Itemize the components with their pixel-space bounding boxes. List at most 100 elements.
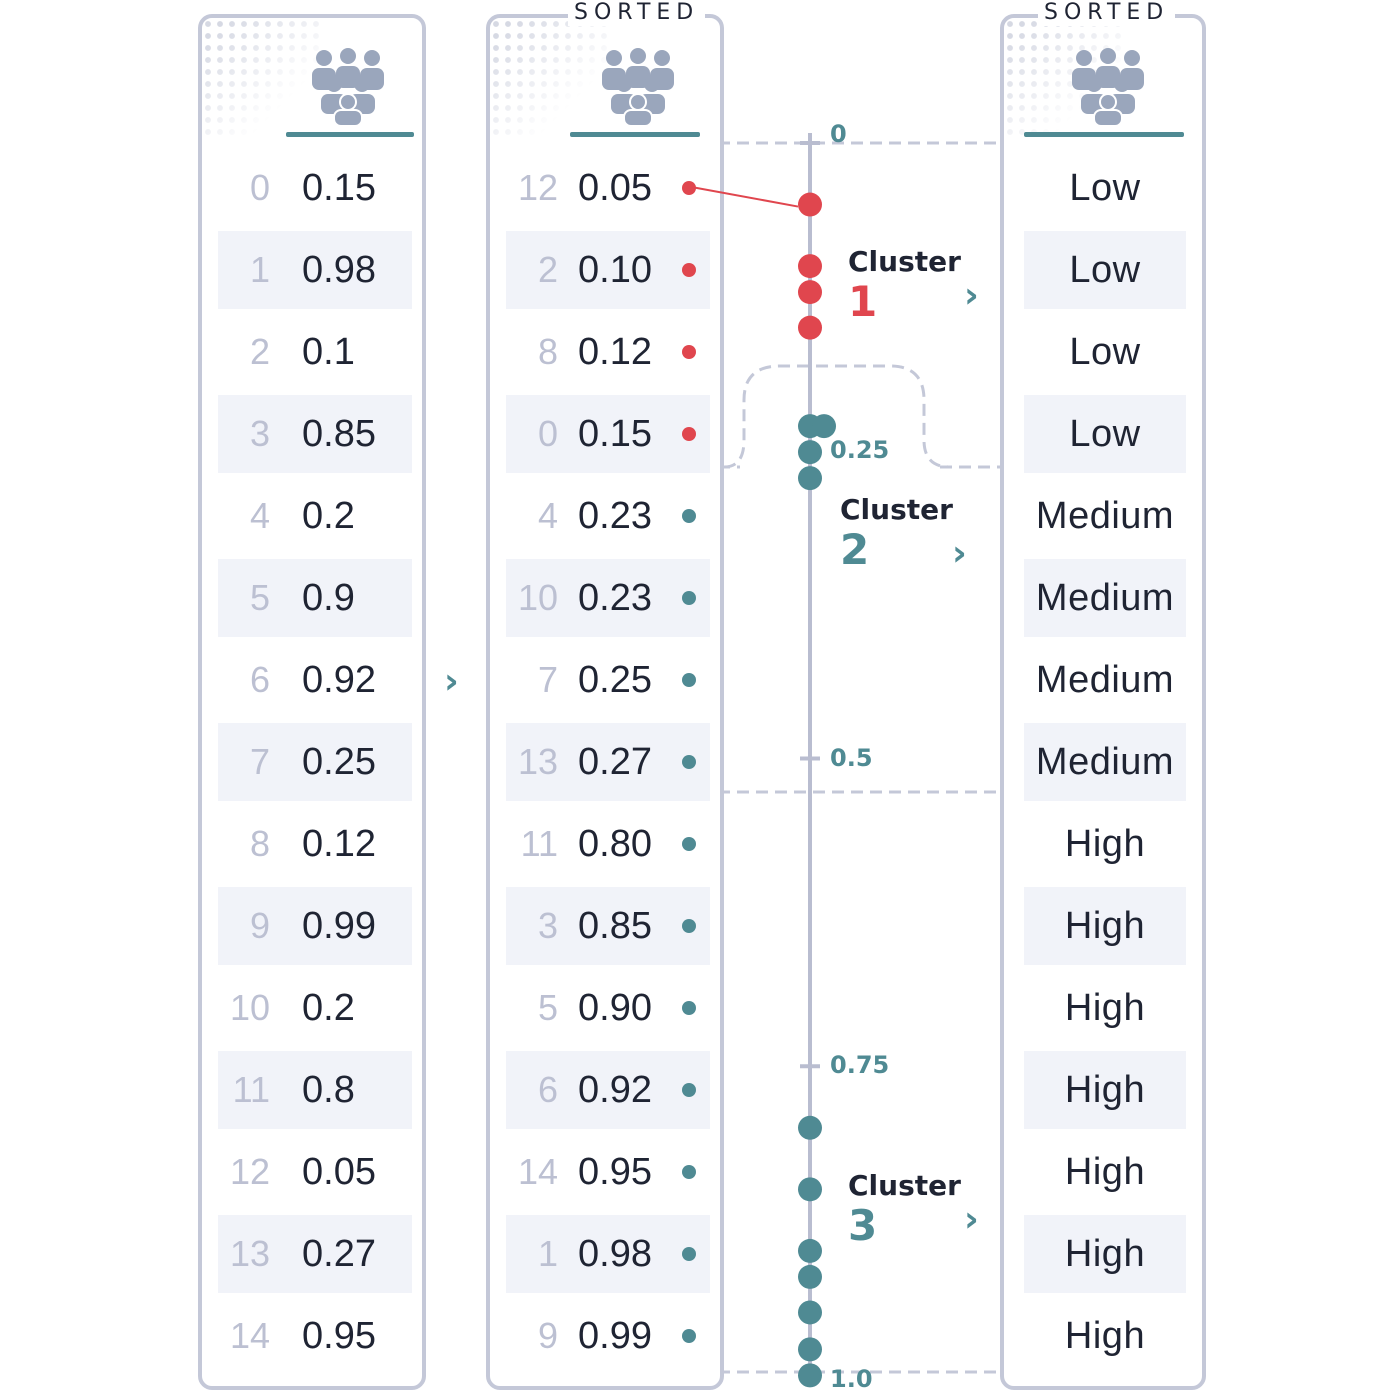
table-row: 12 0.05 <box>218 1133 412 1211</box>
category-label: Low <box>1069 249 1141 291</box>
table-row: 3 0.85 <box>506 887 710 965</box>
row-value: 0.12 <box>302 823 376 865</box>
value-dot <box>798 1337 822 1362</box>
cluster-dot-marker <box>682 181 696 195</box>
axis-tick-label: 0.75 <box>830 1051 890 1080</box>
cluster-dot-marker <box>682 1165 696 1179</box>
table-row: 14 0.95 <box>218 1297 412 1375</box>
row-value: 0.80 <box>578 823 652 865</box>
row-value: 0.98 <box>578 1233 652 1275</box>
category-label: Medium <box>1035 659 1175 701</box>
table-row: High <box>1024 1133 1186 1211</box>
row-value: 0.9 <box>302 577 355 619</box>
category-label: Medium <box>1035 495 1175 537</box>
table-row: 5 0.9 <box>218 559 412 637</box>
table-row: 6 0.92 <box>218 641 412 719</box>
row-value: 0.15 <box>302 167 376 209</box>
cluster-1-label: Cluster <box>848 245 961 278</box>
row-value: 0.85 <box>302 413 376 455</box>
table-row: 13 0.27 <box>506 723 710 801</box>
sorted-values-panel: 12 0.05 2 0.10 8 0.12 0 0.15 4 0.23 10 0.23 7 0.25 13 0… <box>486 14 724 1390</box>
cluster-dot-marker <box>682 509 696 523</box>
category-label: Medium <box>1035 577 1175 619</box>
row-value: 0.99 <box>302 905 376 947</box>
cluster-dot-marker <box>682 755 696 769</box>
row-value: 0.1 <box>302 331 355 373</box>
people-group-icon <box>602 48 674 127</box>
row-index: 0 <box>537 413 558 454</box>
category-label: Low <box>1069 167 1141 209</box>
cluster-dot-marker <box>682 345 696 359</box>
table-row: Low <box>1024 149 1186 227</box>
cluster-dot-marker <box>682 1001 696 1015</box>
dot-pattern-decoration <box>490 18 610 138</box>
row-index: 7 <box>249 741 270 782</box>
people-group-icon <box>312 48 384 127</box>
row-index: 2 <box>249 331 270 372</box>
table-row: 8 0.12 <box>506 313 710 391</box>
axis-tick-label: 0.25 <box>830 435 890 464</box>
group-boundary-curve <box>723 364 951 469</box>
row-index: 6 <box>249 659 270 700</box>
row-value: 0.27 <box>578 741 652 783</box>
row-index: 12 <box>517 167 558 208</box>
value-dot <box>812 414 836 439</box>
cluster-dot-marker <box>682 591 696 605</box>
sorted-heading: SORTED <box>568 0 706 26</box>
row-index: 12 <box>229 1151 270 1192</box>
table-row: 3 0.85 <box>218 395 412 473</box>
table-row: 9 0.99 <box>218 887 412 965</box>
row-value: 0.10 <box>578 249 652 291</box>
chevron-right-icon: › <box>952 533 967 574</box>
table-row: 4 0.23 <box>506 477 710 555</box>
row-value: 0.95 <box>302 1315 376 1357</box>
table-row: 14 0.95 <box>506 1133 710 1211</box>
cluster-dot-marker <box>682 1083 696 1097</box>
original-values-panel: 0 0.15 1 0.98 2 0.1 3 0.85 4 0.2 5 0.9 6 0.92 7 0.25 8 0.… <box>198 14 426 1390</box>
row-index: 1 <box>249 249 270 290</box>
table-row: 8 0.12 <box>218 805 412 883</box>
row-index: 10 <box>517 577 558 618</box>
table-row: Low <box>1024 313 1186 391</box>
row-index: 10 <box>229 987 270 1028</box>
categories-panel: Low Low Low Low Medium Medium Medium Medium High… <box>1000 14 1206 1390</box>
row-index: 3 <box>249 413 270 454</box>
row-value: 0.92 <box>302 659 376 701</box>
table-row: 11 0.8 <box>218 1051 412 1129</box>
row-value: 0.05 <box>578 167 652 209</box>
row-value: 0.12 <box>578 331 652 373</box>
category-label: Medium <box>1035 741 1175 783</box>
table-row: High <box>1024 969 1186 1047</box>
axis-tick-label: 0.5 <box>830 743 873 772</box>
axis-tick-label: 0 <box>830 120 847 148</box>
row-index: 5 <box>249 577 270 618</box>
row-index: 7 <box>537 659 558 700</box>
chevron-right-icon: › <box>964 275 979 316</box>
category-label: High <box>1064 823 1146 865</box>
cluster-1-number: 1 <box>848 277 878 326</box>
dot-pattern-decoration <box>202 18 322 138</box>
category-label: High <box>1064 1315 1146 1357</box>
row-value: 0.92 <box>578 1069 652 1111</box>
header-underline <box>286 132 414 137</box>
people-group-icon <box>1072 48 1144 127</box>
row-value: 0.25 <box>578 659 652 701</box>
row-index: 9 <box>537 1315 558 1356</box>
table-row: 10 0.2 <box>218 969 412 1047</box>
value-dot <box>798 315 822 340</box>
chevron-right-icon: › <box>444 661 459 702</box>
row-index: 4 <box>537 495 558 536</box>
row-value: 0.98 <box>302 249 376 291</box>
category-label: Low <box>1069 331 1141 373</box>
category-label: High <box>1064 1151 1146 1193</box>
row-index: 11 <box>232 1069 270 1110</box>
table-row: High <box>1024 1297 1186 1375</box>
row-index: 11 <box>520 823 558 864</box>
cluster-2-number: 2 <box>840 525 870 574</box>
cluster-dot-marker <box>682 837 696 851</box>
table-row: 4 0.2 <box>218 477 412 555</box>
cluster-dot-marker <box>682 427 696 441</box>
chevron-right-icon: › <box>964 1199 979 1240</box>
table-row: 0 0.15 <box>506 395 710 473</box>
table-row: 2 0.1 <box>218 313 412 391</box>
